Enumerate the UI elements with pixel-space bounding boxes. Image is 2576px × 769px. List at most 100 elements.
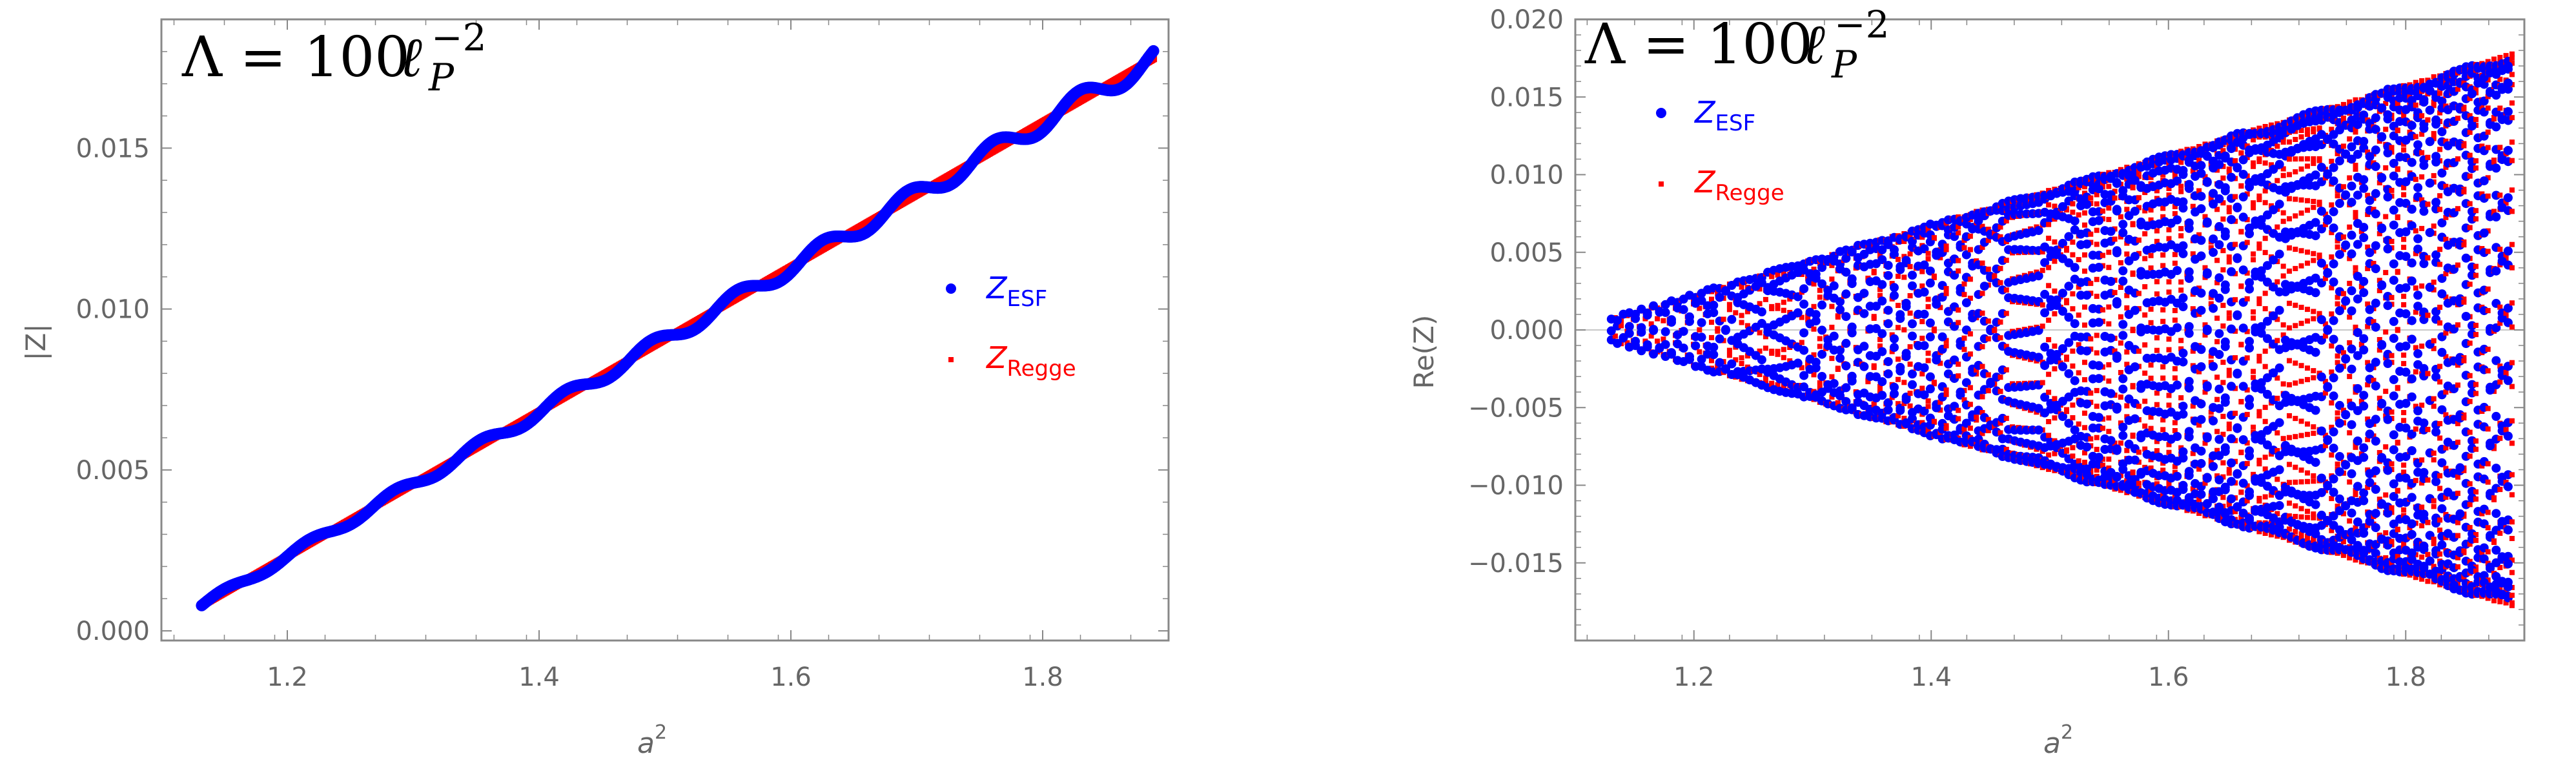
- right-regge-point: [2003, 311, 2009, 316]
- right-esf-point: [1637, 323, 1646, 333]
- right-regge-point: [1733, 310, 1739, 316]
- right-esf-point: [2178, 402, 2188, 411]
- right-regge-point: [1648, 321, 1654, 327]
- right-regge-point: [1907, 362, 1913, 367]
- right-regge-point: [1925, 256, 1931, 261]
- right-esf-point: [1709, 342, 1719, 352]
- right-ytick-label: 0.000: [1489, 316, 1564, 345]
- right-regge-point: [2106, 456, 2112, 462]
- right-regge-point: [1721, 316, 1726, 322]
- right-esf-point: [2178, 249, 2188, 258]
- right-regge-point: [2280, 218, 2286, 224]
- right-esf-point: [2172, 323, 2182, 333]
- right-regge-point: [2293, 213, 2298, 219]
- right-esf-point: [2118, 384, 2128, 394]
- right-regge-point: [2251, 251, 2256, 257]
- right-esf-point: [1890, 389, 1899, 398]
- right-regge-point: [1829, 394, 1835, 400]
- left-ytick-label: 0.010: [76, 295, 150, 325]
- right-regge-point: [1769, 349, 1775, 354]
- right-regge-point: [1709, 358, 1714, 364]
- right-regge-point: [2280, 139, 2286, 145]
- right-regge-point: [2293, 156, 2298, 162]
- right-regge-point: [1985, 427, 1991, 433]
- right-esf-point: [2118, 374, 2128, 384]
- right-xtick-label: 1.6: [2148, 662, 2189, 692]
- right-regge-point: [2003, 415, 2009, 421]
- right-regge-point: [1817, 287, 1823, 293]
- right-regge-point: [2233, 241, 2238, 247]
- right-regge-point: [1901, 400, 1907, 406]
- right-regge-point: [1739, 313, 1744, 318]
- right-esf-point: [2178, 241, 2188, 251]
- right-esf-point: [1661, 340, 1670, 349]
- right-ytick-label: 0.005: [1489, 238, 1564, 268]
- right-esf-point: [2130, 305, 2140, 315]
- right-esf-point: [1799, 345, 1809, 355]
- right-regge-point: [2088, 231, 2094, 237]
- right-esf-point: [1859, 342, 1869, 351]
- right-regge-point: [2287, 139, 2292, 145]
- left-legend-regge-sub: Regge: [1007, 356, 1076, 382]
- right-regge-point: [2003, 447, 2009, 452]
- left-legend-esf-sub: ESF: [1007, 286, 1048, 312]
- right-esf-point: [1624, 322, 1634, 331]
- right-regge-point: [2287, 156, 2292, 162]
- right-regge-point: [1937, 305, 1943, 311]
- right-regge-point: [2280, 172, 2286, 178]
- right-regge-point: [1757, 301, 1763, 307]
- right-esf-point: [1901, 419, 1911, 429]
- right-regge-point: [1979, 431, 1985, 436]
- left-legend: ZESF ZRegge: [946, 271, 1076, 382]
- right-regge-point: [1907, 263, 1913, 269]
- right-regge-point: [2130, 433, 2136, 439]
- right-regge-point: [2148, 320, 2154, 325]
- right-regge-point: [1619, 323, 1624, 329]
- right-regge-point: [2220, 360, 2226, 365]
- right-regge-point: [2064, 245, 2069, 251]
- right-regge-point: [2160, 364, 2166, 370]
- right-regge-point: [1811, 326, 1817, 332]
- right-regge-point: [2251, 200, 2256, 206]
- right-esf-point: [2220, 337, 2230, 347]
- right-regge-point: [1901, 274, 1907, 280]
- right-regge-point: [1998, 234, 2003, 240]
- left-annotation-sub: P: [428, 56, 455, 99]
- right-esf-point: [1829, 331, 1839, 341]
- right-esf-point: [2227, 477, 2236, 486]
- right-regge-point: [1961, 281, 1967, 287]
- right-regge-point: [2154, 347, 2160, 353]
- right-esf-point: [2220, 443, 2230, 453]
- right-regge-point: [2003, 343, 2009, 349]
- right-esf-point: [1877, 347, 1887, 356]
- right-regge-point: [2178, 287, 2184, 293]
- right-esf-point: [1841, 312, 1851, 322]
- right-regge-point: [2003, 367, 2009, 373]
- right-esf-point: [1811, 273, 1821, 283]
- right-esf-point: [1847, 371, 1857, 381]
- right-regge-point: [1757, 348, 1763, 354]
- right-regge-point: [2262, 250, 2268, 256]
- right-esf-point: [1799, 328, 1809, 338]
- right-esf-point: [2227, 494, 2236, 504]
- right-regge-point: [2070, 348, 2076, 354]
- right-esf-point: [2214, 435, 2224, 444]
- right-regge-point: [1907, 391, 1913, 396]
- right-regge-point: [1931, 380, 1937, 385]
- right-regge-point: [2166, 279, 2172, 285]
- right-regge-point: [2082, 252, 2087, 258]
- right-esf-point: [2082, 442, 2092, 452]
- right-regge-point: [1998, 335, 2003, 341]
- right-regge-point: [2287, 172, 2292, 178]
- right-regge-point: [1739, 361, 1744, 366]
- right-regge-point: [2154, 335, 2160, 341]
- right-esf-point: [1841, 338, 1851, 348]
- right-esf-point: [1709, 308, 1719, 318]
- right-esf-point: [2184, 223, 2194, 233]
- right-regge-point: [2287, 382, 2292, 387]
- right-esf-point: [1841, 254, 1851, 263]
- right-esf-point: [2178, 349, 2188, 358]
- right-regge-point: [2142, 398, 2148, 404]
- right-regge-point: [2039, 323, 2045, 329]
- right-regge-point: [2070, 209, 2076, 215]
